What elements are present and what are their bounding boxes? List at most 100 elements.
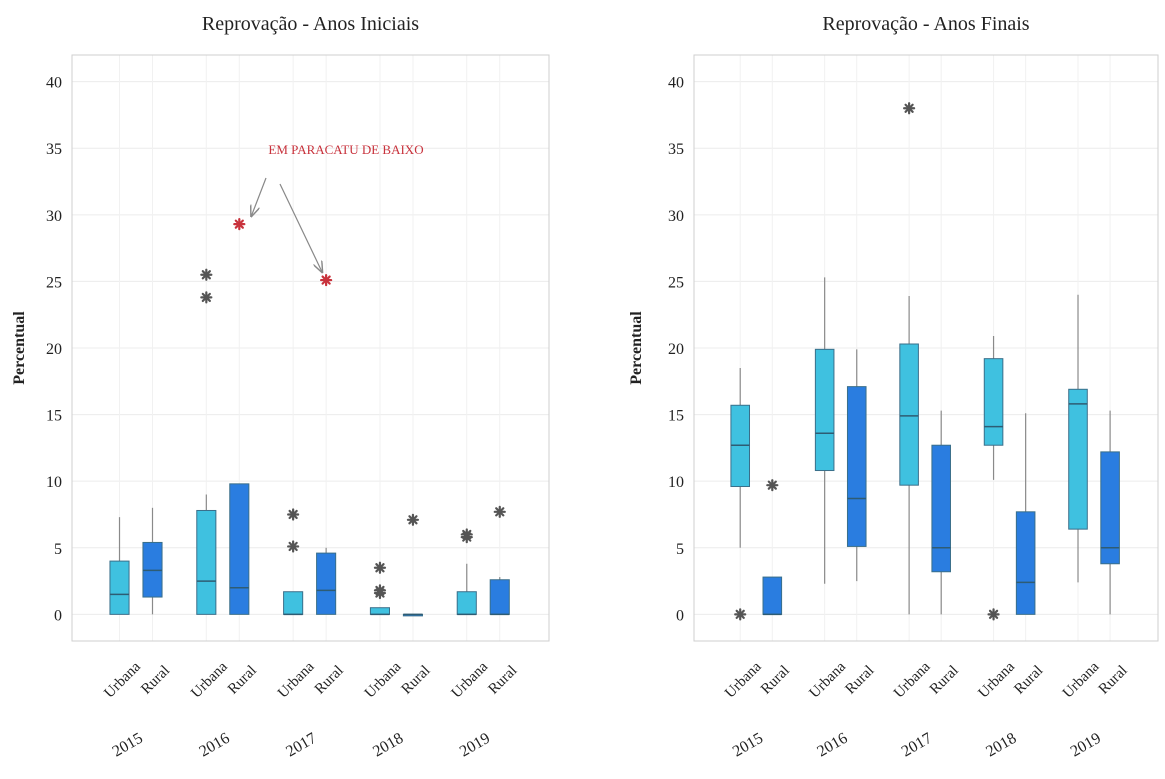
box-iqr bbox=[846, 386, 867, 547]
x-year-label: 2015 bbox=[730, 730, 766, 761]
box-iqr bbox=[931, 444, 951, 573]
outlier-point bbox=[373, 561, 387, 574]
chart-title: Reprovação - Anos Finais bbox=[822, 13, 1029, 35]
annotation-text: EM PARACATU DE BAIXO bbox=[268, 142, 423, 157]
outlier-point bbox=[493, 505, 506, 518]
box-2016-rural bbox=[229, 218, 250, 615]
box-2015-rural bbox=[762, 479, 783, 616]
y-tick-label: 5 bbox=[676, 541, 684, 558]
box-2019-rural bbox=[489, 505, 510, 616]
box-iqr bbox=[316, 552, 337, 615]
y-axis-label: Percentual bbox=[11, 311, 28, 385]
x-category-label: Urbana bbox=[449, 659, 492, 702]
box-iqr bbox=[762, 576, 783, 615]
box-2017-urbana bbox=[283, 508, 304, 616]
box-iqr bbox=[1100, 451, 1120, 565]
annotation-arrow bbox=[251, 177, 267, 216]
box-2017-rural bbox=[316, 273, 337, 615]
chart-anos-finais: Reprovação - Anos Finais 0 5 10 15 20 25 30 35 40… bbox=[628, 13, 1159, 761]
x-category-label: Urbana bbox=[362, 659, 405, 702]
box-iqr bbox=[456, 591, 477, 615]
x-year-label: 2018 bbox=[983, 730, 1019, 761]
box-2016-urbana bbox=[196, 268, 217, 615]
x-category-label: Urbana bbox=[807, 659, 850, 702]
y-tick-label: 15 bbox=[668, 408, 684, 425]
x-category-label: Rural bbox=[758, 663, 793, 698]
y-tick-label: 40 bbox=[668, 75, 684, 92]
x-year-label: 2017 bbox=[283, 730, 319, 761]
box-iqr bbox=[283, 591, 304, 615]
chart-anos-iniciais: Reprovação - Anos Iniciais 0 5 10 15 20 25 30 35… bbox=[11, 13, 550, 761]
outlier-point bbox=[987, 608, 1000, 621]
outlier-point bbox=[200, 268, 213, 281]
x-category-label: Urbana bbox=[275, 659, 318, 702]
box-iqr bbox=[1015, 511, 1036, 615]
box-2017-rural bbox=[931, 410, 951, 615]
x-category-label: Rural bbox=[1011, 663, 1046, 698]
x-year-label: 2015 bbox=[110, 730, 146, 761]
y-tick-label: 30 bbox=[668, 208, 684, 225]
x-category-label: Rural bbox=[485, 663, 520, 698]
outlier-point bbox=[460, 528, 473, 541]
x-category-label: Urbana bbox=[1060, 659, 1103, 702]
box-2016-rural bbox=[846, 349, 867, 582]
y-tick-label: 25 bbox=[46, 274, 62, 291]
y-tick-label: 5 bbox=[54, 541, 62, 558]
x-year-label: 2019 bbox=[457, 730, 493, 761]
y-tick-label: 10 bbox=[46, 474, 62, 491]
y-tick-label: 0 bbox=[676, 607, 684, 624]
box-2017-urbana bbox=[899, 102, 919, 615]
x-year-label: 2019 bbox=[1068, 730, 1104, 761]
box-iqr bbox=[983, 358, 1004, 446]
box-iqr bbox=[899, 343, 919, 486]
outlier-highlight bbox=[320, 273, 333, 287]
x-category-label: Rural bbox=[312, 663, 347, 698]
box-iqr bbox=[109, 560, 130, 615]
box-2015-urbana bbox=[109, 517, 130, 615]
box-iqr bbox=[1068, 388, 1088, 530]
outlier-point bbox=[287, 540, 300, 553]
box-2018-urbana bbox=[983, 336, 1004, 621]
box-2016-urbana bbox=[814, 277, 835, 584]
box-iqr bbox=[196, 509, 217, 615]
x-category-label: Urbana bbox=[975, 659, 1018, 702]
x-category-label: Rural bbox=[225, 663, 260, 698]
y-tick-label: 25 bbox=[668, 274, 684, 291]
box-iqr bbox=[229, 483, 250, 615]
box-2019-rural bbox=[1100, 410, 1120, 615]
chart-title: Reprovação - Anos Iniciais bbox=[202, 13, 419, 35]
plot-frame bbox=[693, 54, 1159, 642]
outlier-point bbox=[734, 608, 747, 621]
x-year-label: 2016 bbox=[196, 730, 232, 761]
annotation-arrow bbox=[279, 183, 322, 272]
x-category-label: Rural bbox=[138, 663, 173, 698]
y-tick-label: 40 bbox=[46, 75, 62, 92]
x-category-label: Rural bbox=[927, 663, 962, 698]
box-2019-urbana bbox=[456, 528, 477, 616]
y-tick-label: 35 bbox=[668, 141, 684, 158]
outlier-highlight bbox=[233, 218, 246, 231]
box-2019-urbana bbox=[1068, 294, 1088, 583]
y-tick-label: 30 bbox=[46, 208, 62, 225]
outlier-point bbox=[766, 479, 779, 492]
x-category-label: Urbana bbox=[188, 659, 231, 702]
box-2018-rural bbox=[402, 513, 423, 617]
box-2018-urbana bbox=[369, 561, 391, 616]
x-year-label: 2017 bbox=[899, 730, 935, 761]
y-axis-label: Percentual bbox=[628, 311, 645, 385]
box-iqr bbox=[489, 579, 510, 615]
y-tick-label: 15 bbox=[46, 408, 62, 425]
y-tick-label: 35 bbox=[46, 141, 62, 158]
box-2015-rural bbox=[142, 507, 163, 615]
y-tick-label: 10 bbox=[668, 474, 684, 491]
x-category-label: Urbana bbox=[722, 659, 765, 702]
box-2018-rural bbox=[1015, 413, 1036, 615]
y-tick-label: 20 bbox=[46, 341, 62, 358]
outlier-point bbox=[903, 102, 916, 115]
y-tick-label: 0 bbox=[54, 607, 62, 624]
box-2015-urbana bbox=[730, 367, 751, 621]
outlier-point bbox=[373, 586, 387, 600]
outlier-point bbox=[406, 513, 420, 526]
box-iqr bbox=[814, 348, 835, 472]
